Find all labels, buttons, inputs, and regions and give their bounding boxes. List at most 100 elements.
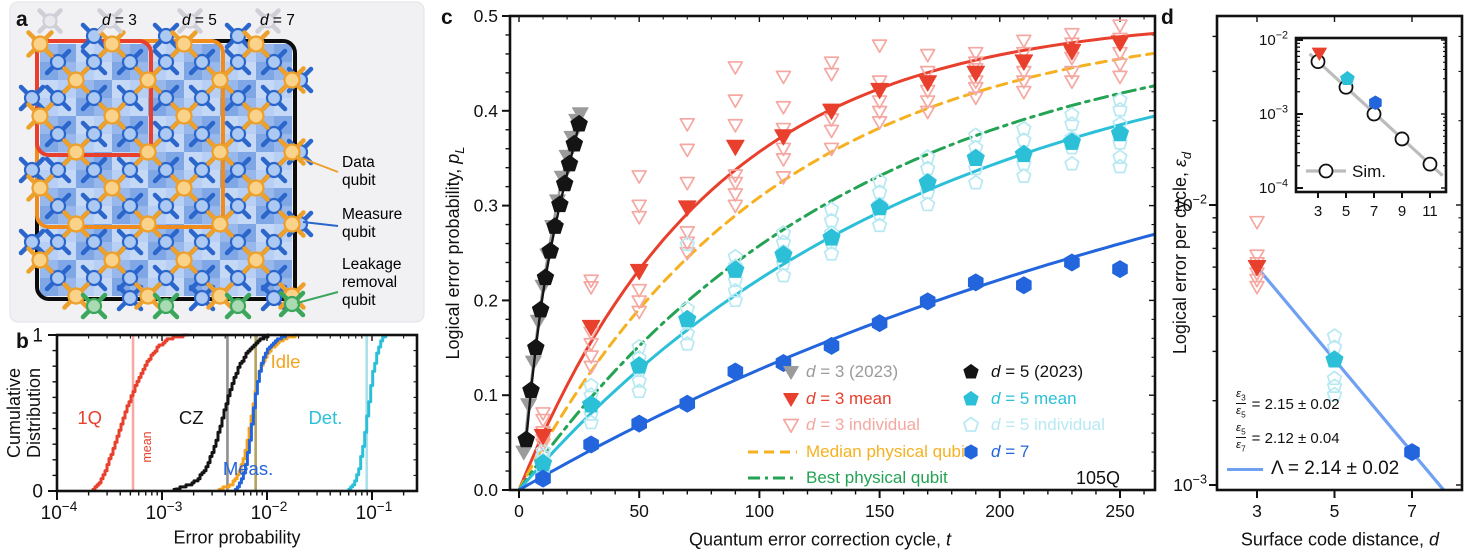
data-point-triangle <box>775 70 792 85</box>
data-point-triangle <box>727 176 744 191</box>
panel-d-plot: 3 5 7 10−2 10−3 <box>1173 16 1462 521</box>
fit-curve-d-7-fit <box>517 233 1155 490</box>
qubit-dot <box>193 125 211 143</box>
legend-marker-pentagon <box>963 364 979 379</box>
ratio1-value: = 2.15 ± 0.02 <box>1251 395 1340 413</box>
data-point-triangle <box>535 413 551 428</box>
data-point-hexagon <box>631 414 647 433</box>
data-point-triangle <box>679 176 696 191</box>
panel-a-diagram <box>9 1 425 323</box>
qubit-dot <box>265 197 283 215</box>
qubit-dot <box>121 289 139 307</box>
qubit-dot <box>175 179 193 197</box>
c-x-title-symbol: t <box>946 529 952 550</box>
qubit-dot <box>85 53 103 71</box>
qubit-dot <box>229 233 247 251</box>
c-y-axis-title: Logical error probability, pL <box>443 147 467 360</box>
tick-label: 50 <box>629 501 649 521</box>
qubit-dot <box>229 297 247 315</box>
qubit-dot <box>229 197 247 215</box>
ratio1-numerator: ε <box>1236 388 1242 401</box>
data-point-triangle <box>1249 249 1265 264</box>
data-qubit-connector <box>295 155 339 173</box>
data-point-pentagon <box>527 338 545 356</box>
qubit-dot <box>229 269 247 287</box>
data-point-pentagon <box>1112 158 1128 174</box>
tick-label: 0 <box>514 501 524 521</box>
data-point-hexagon <box>679 394 696 413</box>
leakage-removal-qubit-icon <box>278 290 306 318</box>
data-point-pentagon <box>920 149 936 164</box>
d-x-axis-title: Surface code distance, d <box>1241 530 1439 551</box>
curve-label-1q: 1Q <box>77 406 103 428</box>
legend-marker-pentagon <box>963 390 979 406</box>
distance-label-d5: d = 5 <box>182 12 217 30</box>
data-point-pentagon <box>727 292 743 308</box>
data-point-triangle <box>823 56 840 71</box>
data-point-pentagon <box>1016 168 1032 183</box>
legend-item-col1-1: d = 3 mean <box>747 386 969 413</box>
data-point-triangle <box>679 117 696 132</box>
b-y-axis-title: Cumulative Distribution <box>4 368 44 458</box>
qubit-dot <box>229 125 247 143</box>
ratio2-numerator-sub: 5 <box>1241 427 1246 437</box>
data-qubit-icon <box>206 66 234 94</box>
tick-label: 0.5 <box>474 6 498 26</box>
data-qubit-icon <box>206 138 234 166</box>
curve-label-cz: CZ <box>178 406 204 428</box>
sim-point-circle <box>1366 106 1382 122</box>
data-point-triangle <box>1249 215 1265 230</box>
experiment-point-hexagon <box>1369 95 1382 110</box>
data-point-triangle <box>967 91 984 106</box>
qubit-dot <box>121 161 139 179</box>
d-y-title-subscript: d <box>1178 151 1194 160</box>
legend-item-col1-3: Median physical qubit <box>747 439 969 466</box>
qubit-dot <box>265 53 283 71</box>
data-point-pentagon <box>920 196 936 212</box>
qubit-dot <box>283 71 301 89</box>
d-series-d-5-mean <box>1325 350 1344 368</box>
qubit-dot <box>121 269 139 287</box>
legend-marker-triangle <box>782 418 799 434</box>
legend-line-sample-icon <box>748 476 797 480</box>
data-point-triangle <box>727 188 744 202</box>
qubit-dot <box>85 197 103 215</box>
data-qubit-icon <box>26 102 54 130</box>
qubit-dot <box>31 179 49 197</box>
legend-marker-icon <box>963 390 979 406</box>
legend-label: Median physical qubit <box>806 441 970 461</box>
qubit-dot <box>85 297 103 315</box>
panel-b-plot: 10−4 10−3 10−2 10−1 0 1 <box>32 326 417 524</box>
qubit-dot <box>193 289 211 307</box>
data-point-triangle <box>727 61 744 75</box>
tick-label: 0.4 <box>474 101 499 121</box>
cdf-curve-1q <box>91 333 189 491</box>
ghost-qubit-icon <box>37 8 63 34</box>
d-plot-frame <box>1215 14 1464 492</box>
qubit-dot <box>229 161 247 179</box>
qubit-dot <box>49 53 67 71</box>
data-point-hexagon <box>1016 276 1032 295</box>
tick-label: 0.1 <box>474 385 498 405</box>
experiment-point-triangle <box>1311 47 1327 61</box>
legend-label: d = 5 mean <box>991 388 1077 408</box>
legend-item-col1-4: Best physical qubit <box>747 465 969 492</box>
cdf-curve-meas- <box>233 333 287 491</box>
data-point-triangle <box>631 199 647 214</box>
legend-label: d = 5 (2023) <box>991 362 1084 382</box>
legend-marker-triangle <box>783 366 799 380</box>
tick-label: 5 <box>1342 203 1350 220</box>
data-point-hexagon <box>583 435 599 454</box>
qubit-dot <box>49 269 67 287</box>
data-point-pentagon <box>1112 101 1128 117</box>
curve-label-meas-: Meas. <box>222 458 274 480</box>
data-point-pentagon <box>555 174 574 192</box>
qubit-dot <box>265 269 283 287</box>
legend-marker-icon <box>782 418 799 434</box>
data-point-pentagon <box>570 114 588 132</box>
data-point-triangle <box>571 107 589 122</box>
data-point-hexagon <box>1404 443 1420 462</box>
data-point-triangle <box>870 82 889 100</box>
data-point-triangle <box>1064 75 1080 90</box>
